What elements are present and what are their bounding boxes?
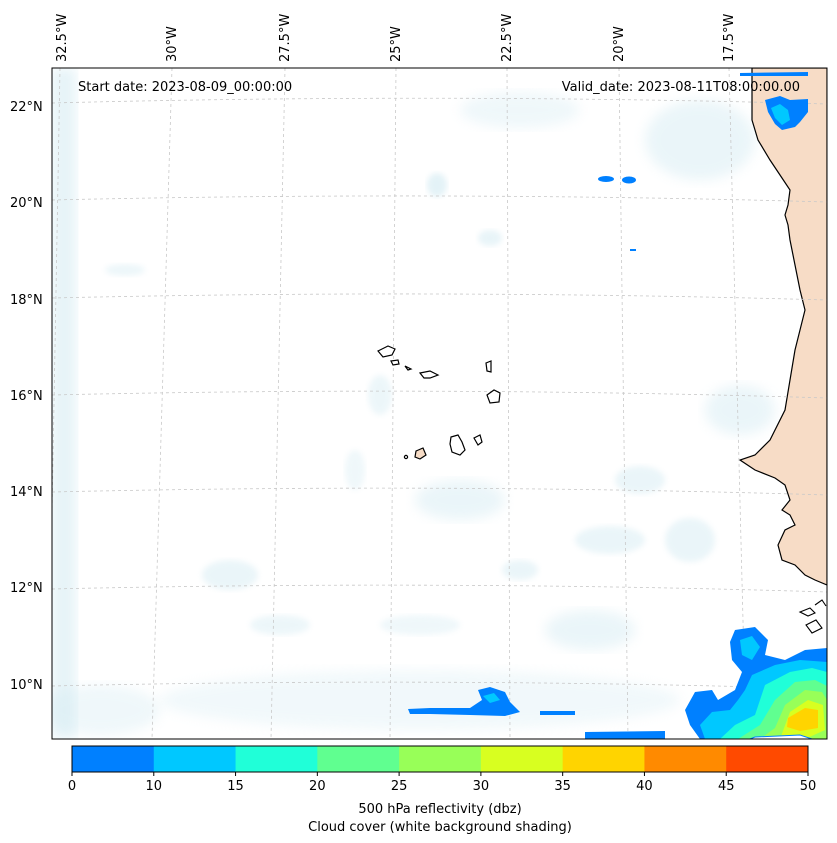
lon-label: 25°W — [389, 26, 404, 62]
cloud-patch — [575, 526, 645, 554]
colorbar-segment — [153, 746, 237, 772]
island — [377, 345, 396, 358]
colorbar-segment — [562, 746, 645, 772]
reflectivity-area — [483, 693, 500, 703]
coast-fragment — [805, 619, 823, 634]
colorbar-label-line2: Cloud cover (white background shading) — [308, 820, 572, 835]
latitude-labels: 22°N 20°N 18°N 16°N 14°N 12°N 10°N — [10, 100, 43, 693]
island — [390, 359, 400, 366]
reflectivity-area — [630, 249, 636, 251]
reflectivity-area — [740, 72, 808, 76]
reflectivity-area — [771, 104, 790, 125]
island — [414, 447, 427, 460]
africa-land — [738, 68, 827, 586]
cloud-patch — [705, 385, 775, 435]
cloud-patch — [52, 685, 160, 735]
colorbar-tick-label: 20 — [309, 779, 326, 794]
longitude-labels: 32.5°W 30°W 27.5°W 25°W 22.5°W 20°W 17.5… — [55, 14, 737, 62]
start-date-label: Start date: 2023-08-09_00:00:00 — [78, 80, 292, 95]
island — [404, 365, 413, 371]
lon-label: 27.5°W — [278, 14, 293, 62]
colorbar-tick-label: 25 — [391, 779, 408, 794]
map-area: Start date: 2023-08-09_00:00:00 Valid_da… — [52, 68, 827, 739]
cloud-patch — [380, 615, 460, 635]
cloud-patch — [105, 264, 145, 276]
island — [485, 360, 492, 373]
colorbar-tick-label: 35 — [554, 779, 571, 794]
cloud-patch — [478, 230, 502, 246]
gridlines — [52, 68, 827, 739]
coast-fragment — [814, 599, 827, 607]
lon-label: 22.5°W — [500, 14, 515, 62]
colorbar-tick-label: 10 — [146, 779, 163, 794]
colorbar-segment — [235, 746, 318, 772]
island — [449, 434, 466, 456]
island — [418, 370, 440, 379]
cloud-patch — [202, 560, 258, 590]
reflectivity-area — [585, 731, 665, 739]
cloud-patch — [250, 615, 310, 635]
map-frame — [51, 67, 828, 740]
lon-label: 32.5°W — [55, 14, 70, 62]
colorbar-frame — [71, 745, 809, 773]
cloud-patch — [460, 92, 580, 128]
colorbar-tick-label: 0 — [68, 779, 76, 794]
colorbar-segment — [317, 746, 400, 772]
colorbar-tick-label: 50 — [800, 779, 817, 794]
cloud-patch — [665, 518, 715, 562]
cloud-patch — [52, 68, 76, 739]
cloud-patch — [345, 450, 365, 490]
colorbar-tick-label: 45 — [718, 779, 735, 794]
lat-label: 20°N — [10, 196, 43, 211]
lat-label: 10°N — [10, 678, 43, 693]
colorbar-segment — [399, 746, 482, 772]
lat-label: 18°N — [10, 293, 43, 308]
lon-label: 30°W — [165, 26, 180, 62]
cloud-patch — [368, 375, 392, 415]
island — [473, 434, 483, 446]
coast-islands — [798, 599, 827, 634]
cloud-patch — [427, 173, 447, 197]
colorbar-tick-label: 40 — [636, 779, 653, 794]
reflectivity-area — [598, 176, 614, 182]
cloud-patch — [160, 670, 680, 730]
colorbar: 0 10 15 20 25 30 35 40 45 50 — [68, 745, 817, 794]
lat-label: 22°N — [10, 100, 43, 115]
reflectivity-area — [787, 708, 818, 731]
island — [403, 454, 409, 460]
coast-fragment — [798, 607, 816, 617]
cloud-patch — [615, 466, 665, 494]
cloud-patch — [545, 610, 635, 650]
colorbar-segment — [644, 746, 727, 772]
reflectivity-area — [540, 711, 575, 715]
valid-date-label: Valid_date: 2023-08-11T08:00:00.00 — [562, 80, 800, 95]
colorbar-segment — [480, 746, 564, 772]
lon-label: 17.5°W — [722, 14, 737, 62]
cloud-patch — [502, 560, 538, 580]
colorbar-tick-label: 30 — [473, 779, 490, 794]
cape-verde-islands — [377, 345, 501, 460]
island — [486, 389, 501, 404]
lon-label: 20°W — [612, 26, 627, 62]
cloud-patch — [645, 100, 755, 180]
lat-label: 14°N — [10, 485, 43, 500]
colorbar-segment — [726, 746, 809, 772]
reflectivity-area — [622, 176, 636, 184]
colorbar-label-line1: 500 hPa reflectivity (dbz) — [358, 802, 521, 817]
reflectivity-area — [749, 734, 813, 739]
cloud-patch — [415, 480, 505, 520]
lat-label: 12°N — [10, 581, 43, 596]
colorbar-segment — [72, 746, 155, 772]
lat-label: 16°N — [10, 389, 43, 404]
reflectivity-areas — [408, 72, 827, 739]
cloud-cover-shading — [52, 68, 775, 739]
colorbar-tick-label: 15 — [227, 779, 244, 794]
